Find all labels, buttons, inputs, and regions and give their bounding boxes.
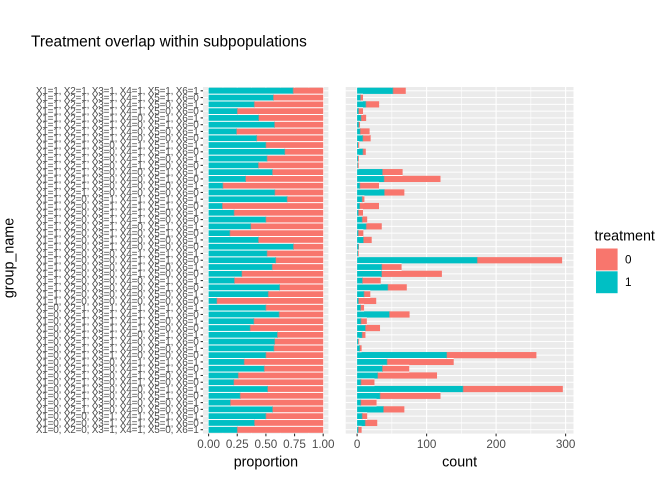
svg-text:1.00: 1.00 [312, 438, 335, 451]
svg-text:1: 1 [625, 276, 632, 289]
svg-text:100: 100 [417, 438, 437, 451]
svg-text:0.75: 0.75 [283, 438, 306, 451]
svg-text:treatment: treatment [595, 229, 655, 245]
svg-text:0.50: 0.50 [255, 438, 278, 451]
svg-text:proportion: proportion [234, 455, 298, 471]
svg-text:X1=0, X2=0, X3=1, X4=1, X5=0,: X1=0, X2=0, X3=1, X4=1, X5=0, X6=1 [36, 425, 199, 436]
svg-text:300: 300 [556, 438, 576, 451]
svg-text:0: 0 [625, 254, 632, 267]
svg-text:Treatment overlap within subpo: Treatment overlap within subpopulations [31, 34, 307, 51]
svg-text:count: count [442, 455, 477, 471]
svg-text:0: 0 [354, 438, 361, 451]
svg-text:200: 200 [486, 438, 506, 451]
svg-text:0.00: 0.00 [197, 438, 220, 451]
svg-text:0.25: 0.25 [226, 438, 249, 451]
svg-text:group_name: group_name [2, 218, 18, 298]
